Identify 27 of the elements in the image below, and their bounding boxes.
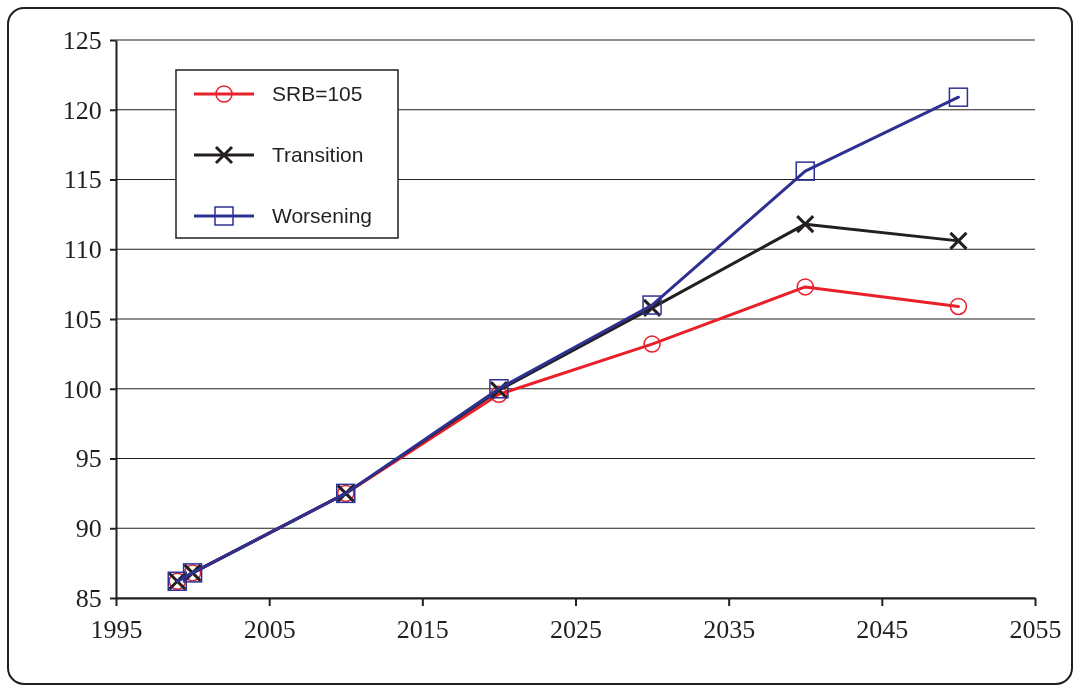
point xyxy=(795,161,815,181)
x-tick-label: 2055 xyxy=(1009,614,1062,644)
point xyxy=(796,278,814,296)
x-tick-label: 2025 xyxy=(550,614,602,644)
point xyxy=(948,231,968,251)
x-tick-label: 2005 xyxy=(243,614,296,644)
x-tick-label: 1995 xyxy=(90,614,143,644)
y-tick-label: 100 xyxy=(62,374,102,404)
point xyxy=(643,335,661,353)
legend-label: Transition xyxy=(272,143,364,166)
point xyxy=(795,214,815,234)
point xyxy=(948,87,969,107)
y-tick-label: 90 xyxy=(75,514,102,544)
y-tick-label: 105 xyxy=(62,304,102,334)
y-tick-label: 125 xyxy=(62,25,102,55)
point xyxy=(949,297,968,316)
x-tick-label: 2015 xyxy=(396,614,449,644)
x-tick-label: 2045 xyxy=(856,614,909,644)
point xyxy=(490,385,508,404)
y-tick-label: 120 xyxy=(62,95,102,125)
legend-label: Worsening xyxy=(272,204,372,227)
y-tick-label: 110 xyxy=(63,235,102,265)
y-tick-label: 95 xyxy=(75,444,102,474)
legend-label: SRB=105 xyxy=(272,82,363,105)
y-tick-label: 85 xyxy=(75,583,102,613)
x-tick-label: 2035 xyxy=(703,614,756,644)
y-tick-label: 115 xyxy=(63,165,102,195)
